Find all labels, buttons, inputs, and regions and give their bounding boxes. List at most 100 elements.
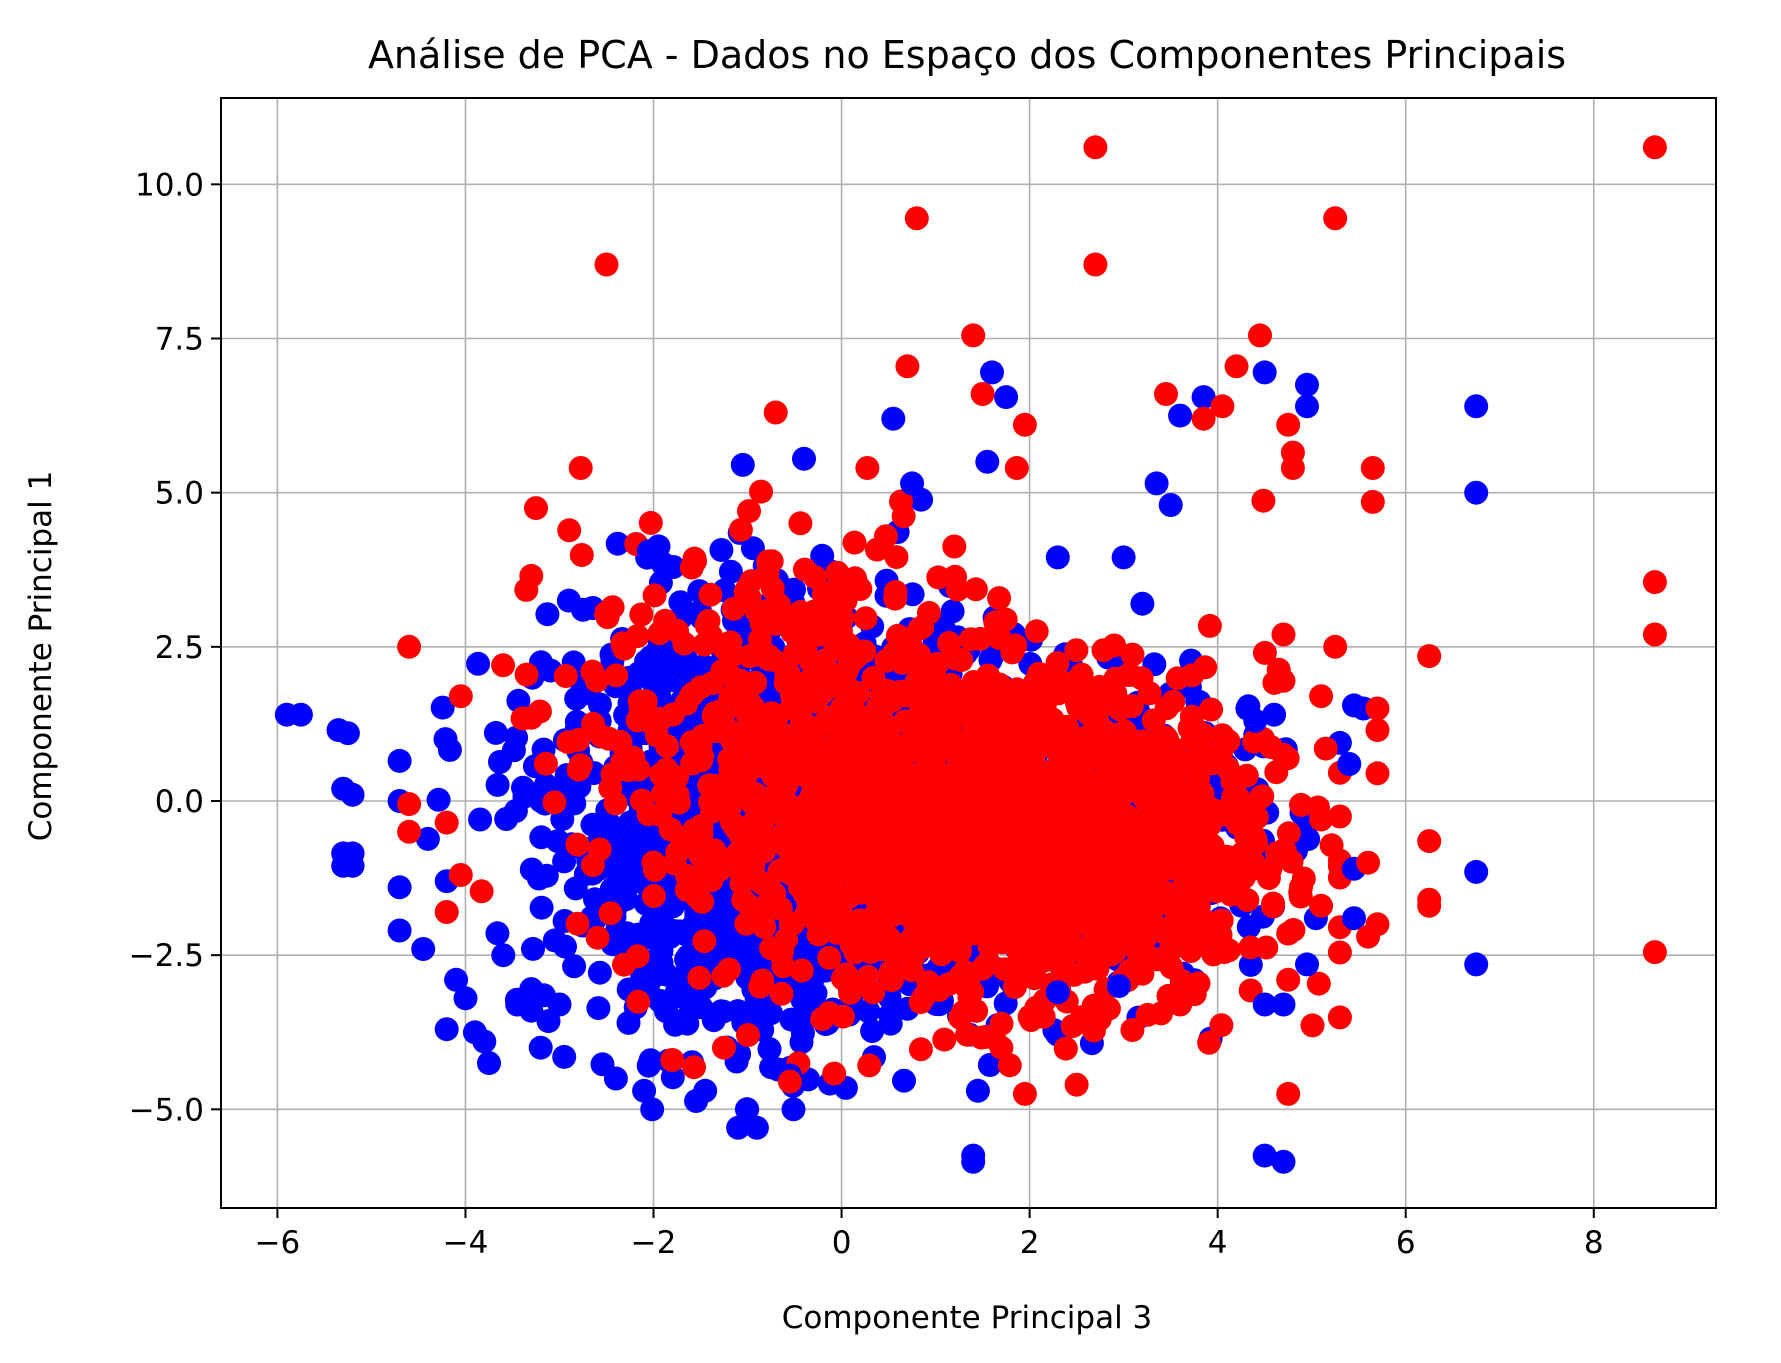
data-point-series-2: [1081, 826, 1106, 851]
data-point-series-2: [899, 728, 924, 753]
data-point-series-2: [802, 599, 827, 624]
data-point-series-2: [1019, 683, 1044, 708]
data-point-series-1: [1271, 1149, 1296, 1174]
data-point-series-2: [647, 621, 672, 646]
data-point-series-2: [821, 589, 846, 614]
data-point-series-1: [1191, 385, 1216, 410]
data-point-series-2: [1161, 689, 1186, 714]
data-point-series-2: [1024, 619, 1049, 644]
data-point-series-2: [912, 654, 937, 679]
data-point-series-1: [856, 999, 881, 1024]
data-point-series-2: [629, 602, 654, 627]
data-point-series-2: [1271, 742, 1296, 767]
data-point-series-2: [1289, 792, 1313, 817]
data-point-series-1: [1144, 471, 1169, 496]
data-point-series-2: [1300, 1013, 1325, 1038]
data-point-series-2: [981, 730, 1006, 754]
data-point-series-1: [632, 1078, 657, 1103]
data-point-series-2: [775, 792, 800, 817]
data-point-series-1: [288, 702, 313, 727]
data-point-series-1: [1295, 394, 1319, 419]
data-point-series-1: [657, 925, 682, 950]
data-point-series-2: [1069, 662, 1094, 687]
data-point-series-2: [855, 456, 880, 480]
data-point-series-2: [895, 354, 920, 379]
data-point-series-1: [693, 1078, 718, 1103]
data-point-series-2: [1313, 736, 1338, 761]
data-point-series-2: [778, 912, 803, 937]
data-point-series-1: [975, 449, 1000, 474]
data-point-series-2: [1209, 1013, 1234, 1038]
data-point-series-2: [1120, 1018, 1145, 1042]
data-point-series-2: [748, 974, 773, 999]
data-point-series-2: [750, 871, 774, 896]
data-point-series-2: [1258, 857, 1283, 882]
data-point-series-1: [709, 538, 734, 562]
data-point-series-2: [569, 543, 594, 567]
data-point-series-2: [568, 456, 593, 480]
data-point-series-1: [1262, 702, 1287, 727]
data-point-series-2: [566, 757, 591, 782]
data-point-series-2: [985, 821, 1010, 846]
data-point-series-2: [1024, 770, 1049, 795]
data-point-series-2: [853, 606, 878, 631]
data-point-series-2: [1026, 661, 1051, 686]
data-point-series-2: [1039, 846, 1064, 871]
data-point-series-2: [989, 1035, 1014, 1060]
x-tick-label: 6: [1396, 1225, 1416, 1261]
data-point-series-2: [830, 966, 855, 991]
data-point-series-1: [782, 577, 806, 602]
data-point-series-2: [895, 864, 920, 889]
data-point-series-2: [1102, 633, 1127, 658]
data-point-series-1: [668, 974, 693, 999]
data-point-series-2: [1327, 940, 1352, 965]
data-point-series-2: [759, 549, 784, 574]
data-point-series-2: [682, 1055, 706, 1080]
data-point-series-2: [722, 666, 747, 691]
data-point-series-2: [687, 965, 712, 990]
data-point-series-2: [448, 863, 473, 887]
data-point-series-1: [519, 857, 544, 882]
data-point-series-2: [970, 382, 995, 406]
data-point-series-1: [562, 954, 587, 979]
data-point-series-2: [629, 788, 654, 813]
data-point-series-2: [698, 582, 723, 607]
data-point-series-2: [878, 959, 903, 984]
data-point-series-2: [1214, 844, 1239, 869]
data-point-series-2: [1280, 440, 1305, 465]
data-point-series-2: [872, 820, 897, 845]
y-tick-label: 0.0: [155, 784, 204, 820]
data-point-series-1: [485, 772, 510, 797]
data-point-series-2: [904, 206, 929, 231]
data-point-series-2: [821, 776, 846, 800]
data-point-series-2: [1309, 807, 1334, 832]
data-point-series-2: [553, 664, 578, 688]
data-point-series-2: [970, 844, 994, 869]
data-point-series-1: [1342, 906, 1366, 931]
data-point-series-2: [1191, 722, 1216, 747]
data-point-series-1: [1464, 859, 1489, 884]
data-point-series-2: [1319, 833, 1344, 858]
y-tick-label: −5.0: [129, 1092, 204, 1128]
data-point-series-1: [881, 406, 906, 431]
data-point-series-1: [553, 934, 577, 959]
data-point-series-2: [1197, 613, 1222, 638]
data-point-series-2: [942, 534, 967, 559]
data-point-series-1: [1130, 591, 1155, 616]
data-point-series-2: [845, 869, 870, 893]
data-point-series-2: [1186, 971, 1211, 996]
data-point-series-2: [884, 545, 909, 570]
data-point-series-2: [566, 727, 591, 752]
x-tick-label: −4: [443, 1225, 489, 1261]
data-point-series-2: [1064, 807, 1089, 831]
data-point-series-2: [765, 829, 790, 854]
data-point-series-2: [1020, 951, 1045, 976]
data-point-series-2: [641, 884, 666, 908]
data-point-series-2: [580, 659, 605, 684]
data-point-series-2: [469, 879, 494, 904]
data-point-series-2: [865, 537, 889, 562]
data-point-series-2: [1271, 622, 1296, 647]
data-point-series-1: [1295, 952, 1319, 977]
data-point-series-2: [1130, 961, 1155, 986]
